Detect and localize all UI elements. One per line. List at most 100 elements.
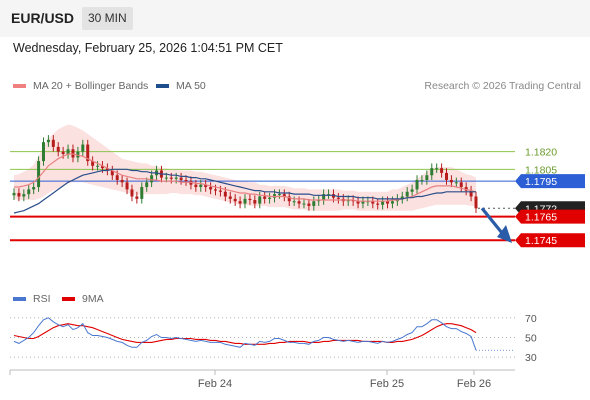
candle-body — [199, 184, 203, 188]
candle-body — [120, 179, 124, 183]
candle-body — [12, 192, 16, 196]
candle-body — [425, 175, 429, 180]
x-tick-label: Feb 25 — [370, 378, 404, 390]
candle-body — [228, 196, 232, 199]
candle-body — [430, 168, 434, 176]
candle-body — [110, 170, 114, 176]
level-label: 1.1805 — [525, 164, 557, 176]
candle-body — [287, 196, 291, 202]
candle-body — [410, 189, 414, 192]
candle-body — [100, 165, 104, 169]
level-label-bg — [515, 209, 585, 224]
candle-body — [214, 189, 218, 191]
candle-body — [376, 203, 380, 205]
candle-body — [297, 201, 301, 204]
candle-body — [258, 196, 262, 204]
legend-ma20: MA 20 + Bollinger Bands — [13, 80, 148, 92]
candle-body — [302, 203, 306, 205]
candle-body — [209, 187, 213, 190]
legend-swatch-ma20 — [13, 84, 26, 88]
candle-body — [312, 201, 316, 206]
candle-body — [96, 165, 100, 167]
candle-body — [179, 177, 183, 180]
timeframe-button[interactable]: 30 MIN — [82, 7, 133, 30]
candle-body — [386, 201, 390, 204]
candle-body — [86, 144, 90, 162]
forecast-arrow-head — [497, 225, 512, 244]
ma50-line — [13, 168, 476, 214]
candle-body — [317, 200, 321, 202]
candle-body — [135, 196, 139, 199]
candle-body — [71, 149, 75, 158]
candle-body — [435, 168, 439, 170]
candle-body — [445, 172, 449, 180]
forecast-arrow-shaft — [480, 207, 504, 235]
bollinger-band-area — [14, 124, 476, 211]
candle-body — [204, 184, 208, 188]
candle-body — [351, 200, 355, 202]
candle-body — [37, 161, 41, 188]
candle-body — [248, 198, 252, 201]
candle-body — [218, 190, 222, 192]
candle-body — [277, 194, 281, 196]
candle-body — [174, 177, 178, 179]
candle-body — [145, 182, 149, 188]
candle-body — [322, 194, 326, 201]
candle-body — [390, 201, 394, 204]
legend-swatch-ma50 — [156, 84, 169, 88]
ma20-line — [14, 153, 477, 202]
rsi-ma9-line — [13, 323, 477, 345]
candle-body — [253, 200, 257, 204]
candle-body — [32, 187, 36, 190]
legend-9ma: 9MA — [62, 293, 104, 305]
candle-body — [164, 177, 168, 179]
legend-swatch-rsi — [13, 297, 26, 301]
rsi-tick-label: 70 — [525, 313, 537, 325]
candle-body — [474, 196, 478, 209]
candle-body — [415, 179, 419, 190]
candle-body — [56, 146, 60, 152]
candle-body — [469, 190, 473, 197]
candle-body — [150, 175, 154, 183]
candle-body — [361, 201, 365, 204]
candle-body — [169, 177, 173, 179]
candle-body — [307, 203, 311, 206]
legend-label-ma50: MA 50 — [176, 80, 206, 92]
candle-body — [46, 139, 50, 143]
level-label: 1.1745 — [525, 235, 557, 247]
candle-body — [449, 179, 453, 183]
candle-body — [27, 189, 31, 195]
candle-body — [130, 189, 134, 197]
candle-body — [292, 201, 296, 203]
rsi-tick-label: 30 — [525, 352, 537, 364]
candle-body — [194, 184, 198, 188]
candle-body — [105, 168, 109, 171]
candle-body — [140, 187, 144, 199]
candle-body — [336, 197, 340, 199]
candle-body — [346, 200, 350, 202]
candle-body — [51, 139, 55, 147]
candle-body — [125, 182, 129, 190]
level-label-bg — [515, 233, 585, 248]
candle-body — [233, 198, 237, 202]
symbol-label: EUR/USD — [11, 10, 75, 26]
candle-body — [282, 194, 286, 197]
legend-swatch-9ma — [62, 297, 75, 301]
candle-body — [61, 151, 65, 154]
legend-ma50: MA 50 — [156, 80, 206, 92]
x-tick-label: Feb 26 — [457, 378, 491, 390]
candle-body — [356, 201, 360, 204]
candle-body — [66, 149, 70, 154]
x-tick-label: Feb 24 — [198, 378, 232, 390]
rsi-line — [13, 317, 477, 351]
candle-body — [459, 182, 463, 188]
candle-body — [263, 196, 267, 199]
rsi-tick-label: 50 — [525, 332, 537, 344]
candle-body — [17, 192, 21, 197]
candle-body — [238, 201, 242, 204]
level-label: 1.1795 — [525, 176, 557, 188]
candle-body — [243, 198, 247, 204]
candle-body — [41, 142, 45, 162]
candle-body — [420, 179, 424, 181]
